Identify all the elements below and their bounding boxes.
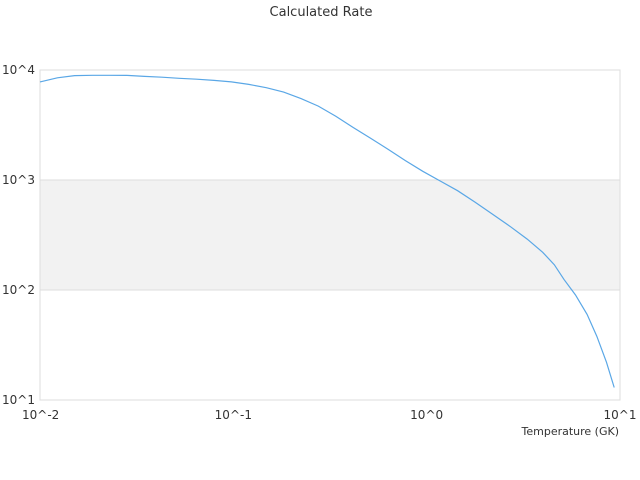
plot-area: 10^1 10^2 10^3 10^4 10^-2 10^-1 10^0 10^1 xyxy=(2,63,636,422)
y-tick-label: 10^2 xyxy=(2,283,35,297)
plot-frame xyxy=(39,69,621,401)
chart-title: Calculated Rate xyxy=(270,5,373,20)
x-tick-label: 10^1 xyxy=(604,408,637,422)
y-tick-label: 10^3 xyxy=(2,173,35,187)
x-tick-label: 10^-1 xyxy=(215,408,252,422)
x-tick-label: 10^0 xyxy=(410,408,443,422)
series-line xyxy=(39,74,615,388)
y-tick-label: 10^1 xyxy=(2,393,35,407)
y-tick-label: 10^4 xyxy=(2,63,35,77)
x-tick-label: 10^-2 xyxy=(22,408,59,422)
shaded-band xyxy=(40,180,620,290)
x-axis-title: Temperature (GK) xyxy=(521,425,620,438)
